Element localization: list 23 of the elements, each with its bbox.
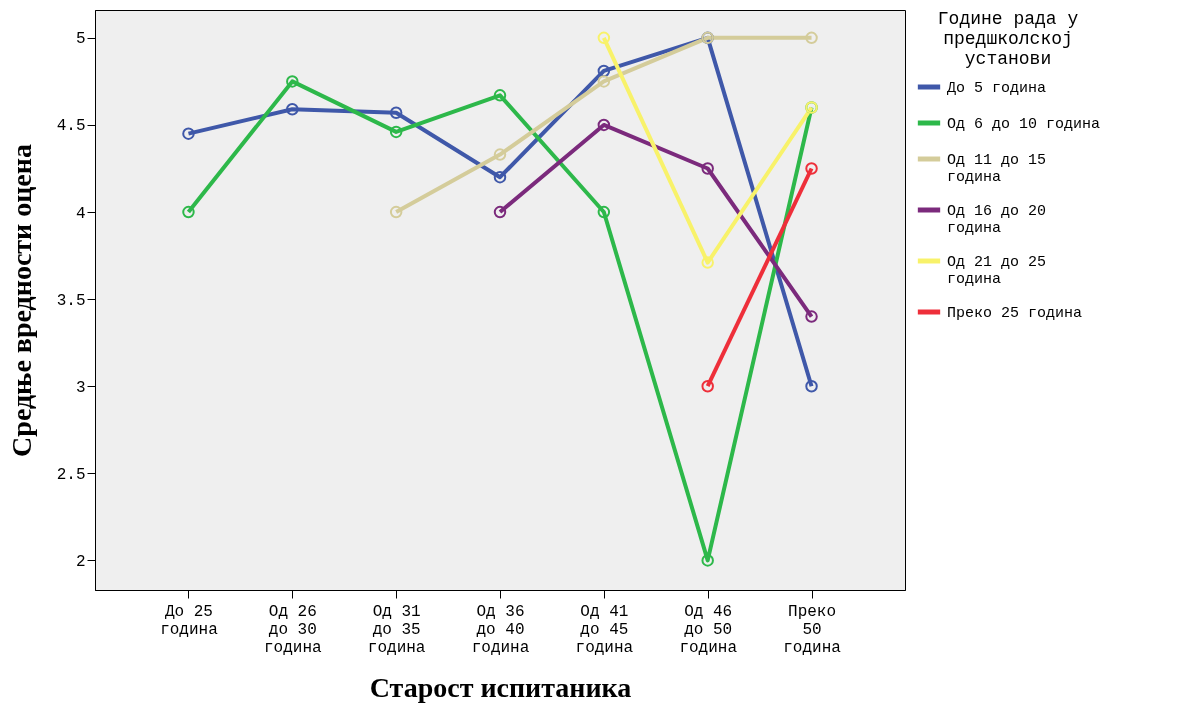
y-tick-label: 4.5 [56,117,86,136]
y-tick-label: 3.5 [56,291,86,310]
legend-label: Од 16 до 20 година [947,203,1047,237]
y-axis-title: Средње вредности оцена [5,144,37,457]
legend-label: Преко 25 година [947,305,1083,322]
y-tick-label: 4 [75,204,86,223]
y-tick-label: 5 [75,30,86,49]
legend-label: Од 6 до 10 година [947,116,1101,133]
x-tick-label: Од 36 до 40 година [471,602,530,657]
x-tick-label: Од 46 до 50 година [679,602,738,657]
legend-label: Од 21 до 25 година [947,254,1047,288]
legend-label: До 5 година [947,80,1047,97]
x-axis-title: Старост испитаника [369,671,632,703]
y-tick-label: 2.5 [56,465,86,484]
x-tick-label: Од 41 до 45 година [575,602,634,657]
legend-title: Године рада у предшколској установи [937,9,1079,69]
x-tick-label: До 25 година [160,602,219,639]
x-tick-label: Преко 50 година [783,602,842,657]
x-tick-label: Од 31 до 35 година [367,602,426,657]
legend-label: Од 11 до 15 година [947,152,1047,186]
y-tick-label: 3 [75,378,86,397]
y-tick-label: 2 [75,552,86,571]
x-tick-label: Од 26 до 30 година [264,602,323,657]
